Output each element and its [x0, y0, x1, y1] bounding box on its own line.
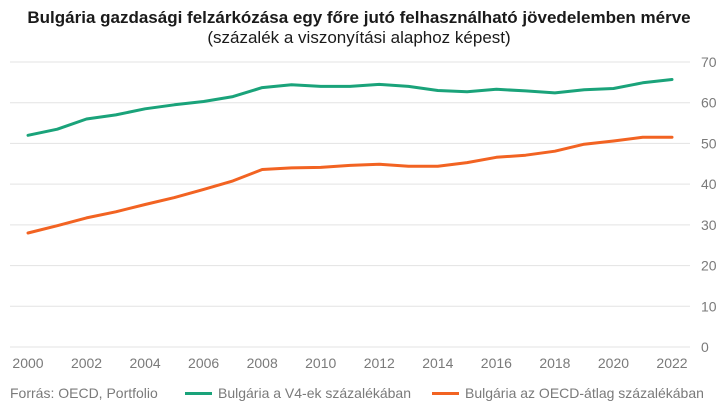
x-tick-label: 2020: [598, 355, 629, 371]
y-tick-label: 0: [701, 339, 709, 355]
x-tick-label: 2004: [130, 355, 161, 371]
legend-swatch-oecd: [432, 391, 459, 395]
x-tick-label: 2022: [656, 355, 687, 371]
y-tick-label: 60: [701, 95, 717, 111]
chart-title-sub: (százalék a viszonyítási alaphoz képest): [207, 28, 511, 47]
legend-swatch-v4: [185, 391, 212, 395]
x-tick-label: 2016: [481, 355, 512, 371]
x-tick-label: 2006: [188, 355, 219, 371]
x-tick-label: 2010: [305, 355, 336, 371]
y-tick-label: 70: [701, 54, 717, 70]
x-tick-label: 2012: [364, 355, 395, 371]
series-lines: [26, 78, 674, 235]
y-axis-ticks: 0 10 20 30 40 50 60 70: [701, 54, 717, 355]
x-tick-label: 2002: [71, 355, 102, 371]
legend-label-oecd: Bulgária az OECD-átlag százalékában: [465, 385, 704, 401]
x-tick-label: 2000: [12, 355, 43, 371]
series-line-1: [26, 135, 674, 235]
grid-lines: [10, 61, 690, 348]
x-tick-label: 2018: [539, 355, 570, 371]
legend-item-v4: Bulgária a V4-ek százalékában: [185, 385, 411, 401]
legend-label-v4: Bulgária a V4-ek százalékában: [218, 385, 412, 401]
y-tick-label: 40: [701, 176, 717, 192]
y-tick-label: 30: [701, 217, 717, 233]
chart-title: Bulgária gazdasági felzárkózása egy főre…: [0, 8, 718, 48]
x-tick-label: 2008: [247, 355, 278, 371]
x-tick-label: 2014: [422, 355, 453, 371]
y-tick-label: 50: [701, 135, 717, 151]
y-tick-label: 20: [701, 258, 717, 274]
x-axis-ticks: 2000 2002 2004 2006 2008 2010 2012 2014 2016 2018…: [12, 355, 687, 371]
source-note: Forrás: OECD, Portfolio: [10, 385, 158, 401]
series-line-0: [26, 78, 674, 137]
legend-item-oecd: Bulgária az OECD-átlag százalékában: [432, 385, 704, 401]
chart-title-main: Bulgária gazdasági felzárkózása egy főre…: [27, 8, 691, 27]
y-tick-label: 10: [701, 298, 717, 314]
